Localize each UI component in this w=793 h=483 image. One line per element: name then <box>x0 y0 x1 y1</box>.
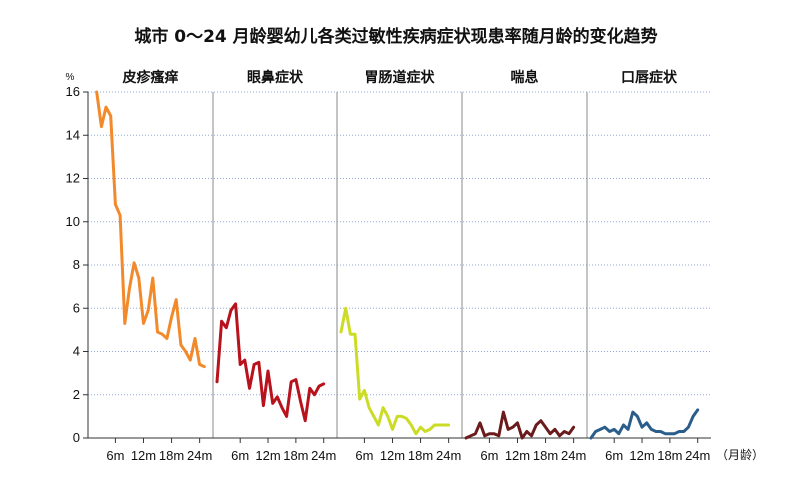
chart-title: 城市 0～24 月龄婴幼儿各类过敏性疾病症状现患率随月龄的变化趋势 <box>134 26 657 47</box>
panel-title: 喘息 <box>511 69 539 86</box>
x-tick-label: 6m <box>355 448 373 463</box>
y-tick-label: 12 <box>66 171 80 186</box>
grid-layer <box>88 91 711 438</box>
x-tick-label: 18m <box>283 448 308 463</box>
panel-title: 口唇症状 <box>621 69 678 86</box>
y-tick-label: 14 <box>66 127 80 142</box>
x-tick-label: 6m <box>480 448 498 463</box>
panel-title: 皮疹瘙痒 <box>122 69 179 86</box>
x-tick-label: 18m <box>159 448 184 463</box>
y-tick-label: 10 <box>66 214 80 229</box>
panel-title: 眼鼻症状 <box>247 69 304 86</box>
x-tick-label: 24m <box>561 448 586 463</box>
x-tick-label: 12m <box>629 448 654 463</box>
x-tick-label: 6m <box>106 448 124 463</box>
panel-title: 胃肠道症状 <box>365 69 436 86</box>
y-axis-unit: % <box>66 72 75 83</box>
x-tick-label: 12m <box>380 448 405 463</box>
series-line <box>589 408 700 440</box>
x-tick-label: 24m <box>685 448 710 463</box>
series-line <box>95 90 206 369</box>
x-tick-label: 12m <box>255 448 280 463</box>
panel-layer: 皮疹瘙痒 眼鼻症状 胃肠道症状 喘息 口唇症状 <box>122 69 678 86</box>
series-layer <box>95 90 700 440</box>
x-tick-label: 24m <box>436 448 461 463</box>
x-tick-label: 6m <box>231 448 249 463</box>
x-tick-label: 6m <box>605 448 623 463</box>
series-line <box>464 410 576 440</box>
x-tick-label: 18m <box>533 448 558 463</box>
series-line <box>339 306 451 436</box>
x-axis-unit: （月龄） <box>716 448 764 462</box>
y-tick-label: 6 <box>73 300 80 315</box>
x-tick-label: 18m <box>408 448 433 463</box>
x-tick-label: 18m <box>657 448 682 463</box>
x-tick-label: 12m <box>131 448 156 463</box>
y-tick-label: 8 <box>73 257 80 272</box>
y-tick-label: 0 <box>73 430 80 445</box>
series-line <box>215 302 326 423</box>
x-tick-label: 24m <box>311 448 336 463</box>
x-tick-label: 12m <box>505 448 530 463</box>
y-tick-label: 16 <box>66 84 80 99</box>
x-tick-label: 24m <box>187 448 212 463</box>
y-tick-label: 4 <box>73 344 80 359</box>
y-tick-label: 2 <box>73 387 80 402</box>
